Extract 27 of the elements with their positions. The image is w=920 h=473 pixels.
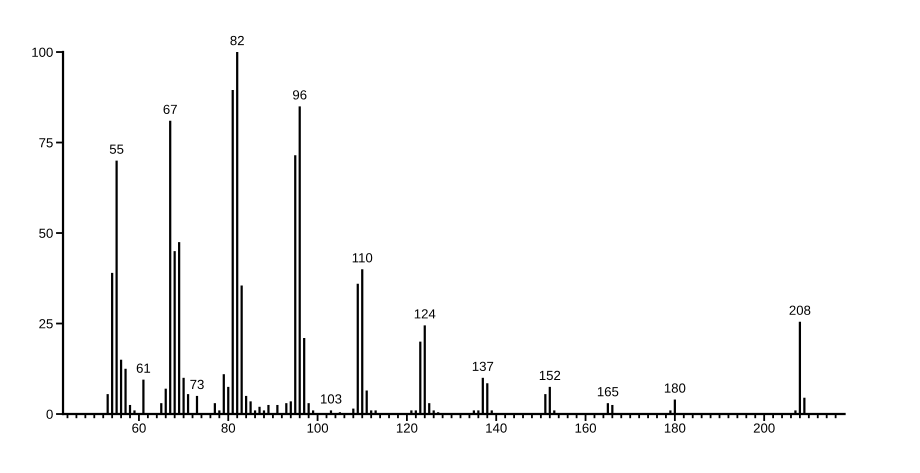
x-tick-label: 140	[486, 423, 507, 433]
annotation: 137	[472, 362, 494, 372]
annotation: 82	[230, 36, 244, 46]
annotation: 110	[352, 253, 372, 262]
y-tick-label: 75	[39, 138, 53, 148]
annotation: 152	[540, 370, 560, 380]
x-tick-label: 160	[576, 423, 596, 433]
y-tick-label: 25	[39, 319, 53, 328]
x-tick-label: 100	[308, 423, 328, 433]
y-tick-label: 100	[32, 48, 53, 57]
annotation: 208	[790, 306, 810, 315]
y-tick-label: 50	[39, 228, 53, 238]
annotation: 67	[164, 104, 177, 114]
annotation: 124	[414, 309, 436, 318]
annotation: 73	[190, 380, 204, 390]
x-tick-label: 180	[664, 423, 686, 433]
annotation: 165	[598, 387, 618, 396]
x-tick-label: 120	[396, 423, 418, 433]
y-tick-label: 0	[46, 410, 53, 419]
x-tick-label: 200	[754, 423, 775, 433]
annotation: 180	[664, 383, 686, 393]
annotation: 55	[110, 144, 124, 154]
x-tick-label: 80	[221, 423, 236, 433]
annotation: 96	[292, 90, 306, 100]
x-tick-label: 60	[132, 423, 146, 433]
annotation: 61	[136, 364, 150, 373]
annotation: 103	[320, 394, 342, 404]
